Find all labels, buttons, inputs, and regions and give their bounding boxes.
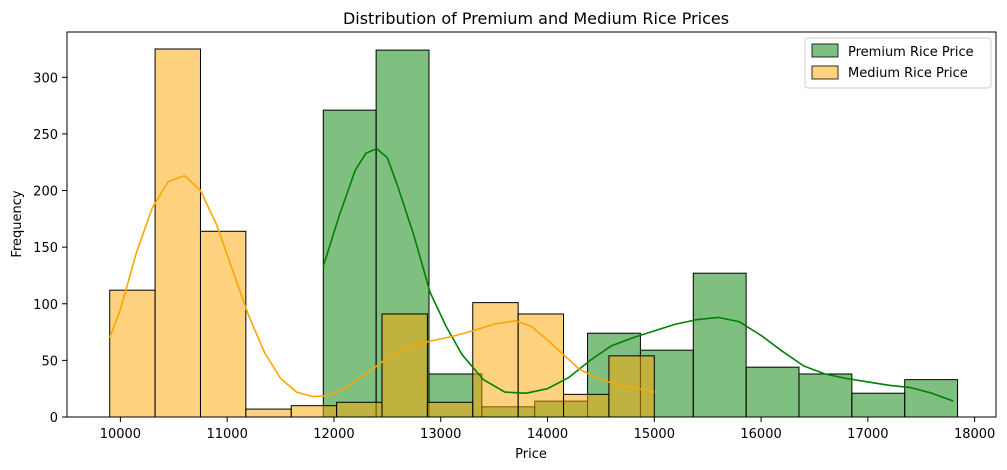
y-tick-label: 50: [41, 354, 58, 369]
x-tick-label: 10000: [100, 427, 141, 442]
y-tick-label: 200: [33, 185, 58, 200]
x-tick-label: 13000: [420, 427, 461, 442]
legend: Premium Rice Price Medium Rice Price: [804, 37, 992, 89]
y-tick-label: 300: [33, 71, 58, 86]
bars-layer: [109, 48, 959, 418]
histogram-bar-medium: [381, 313, 428, 418]
histogram-bar-medium: [290, 405, 338, 418]
histogram-bar-medium: [426, 401, 474, 418]
histogram-bar-medium: [563, 393, 610, 418]
histogram-bar-medium: [199, 230, 247, 418]
histogram-bar-medium: [245, 408, 292, 418]
legend-swatch-medium: [811, 65, 839, 80]
plot-frame: [66, 31, 997, 418]
x-tick-label: 16000: [740, 427, 781, 442]
x-tick-label: 11000: [206, 427, 247, 442]
kde-curve-premium: [322, 147, 954, 402]
x-tick-label: 17000: [847, 427, 888, 442]
histogram-bar-premium: [798, 373, 853, 418]
x-tick-label: 14000: [527, 427, 568, 442]
histogram-bar-premium: [692, 272, 747, 418]
legend-box: [804, 37, 992, 89]
legend-label-premium: Premium Rice Price: [848, 45, 974, 60]
histogram-bar-medium: [336, 401, 383, 418]
axes-layer: 10000 11000 12000 13000 14000 15000 16000 17000…: [33, 71, 995, 442]
x-tick-label: 18000: [954, 427, 995, 442]
x-tick-label: 15000: [634, 427, 675, 442]
histogram-bar-medium: [608, 355, 655, 418]
histogram-bar-premium: [322, 109, 377, 418]
chart-title: Distribution of Premium and Medium Rice …: [343, 9, 729, 28]
legend-swatch-premium: [811, 43, 839, 58]
legend-label-medium: Medium Rice Price: [848, 66, 968, 81]
histogram-bar-premium: [851, 392, 906, 418]
x-axis-title: Price: [515, 447, 547, 462]
y-tick-label: 150: [33, 241, 58, 256]
histogram-bar-medium: [109, 289, 156, 418]
kde-layer: [108, 147, 954, 402]
histogram-bar-medium: [472, 302, 519, 418]
histogram-bar-premium: [745, 366, 800, 418]
kde-curve-medium: [108, 175, 655, 398]
y-tick-label: 100: [33, 298, 58, 313]
histogram-bar-medium: [154, 48, 201, 418]
histogram-bar-premium: [904, 379, 959, 418]
histogram-bar-medium: [517, 313, 565, 418]
y-tick-label: 0: [50, 411, 58, 426]
x-tick-label: 12000: [313, 427, 354, 442]
y-tick-label: 250: [33, 128, 58, 143]
y-axis-title: Frequency: [10, 190, 25, 257]
